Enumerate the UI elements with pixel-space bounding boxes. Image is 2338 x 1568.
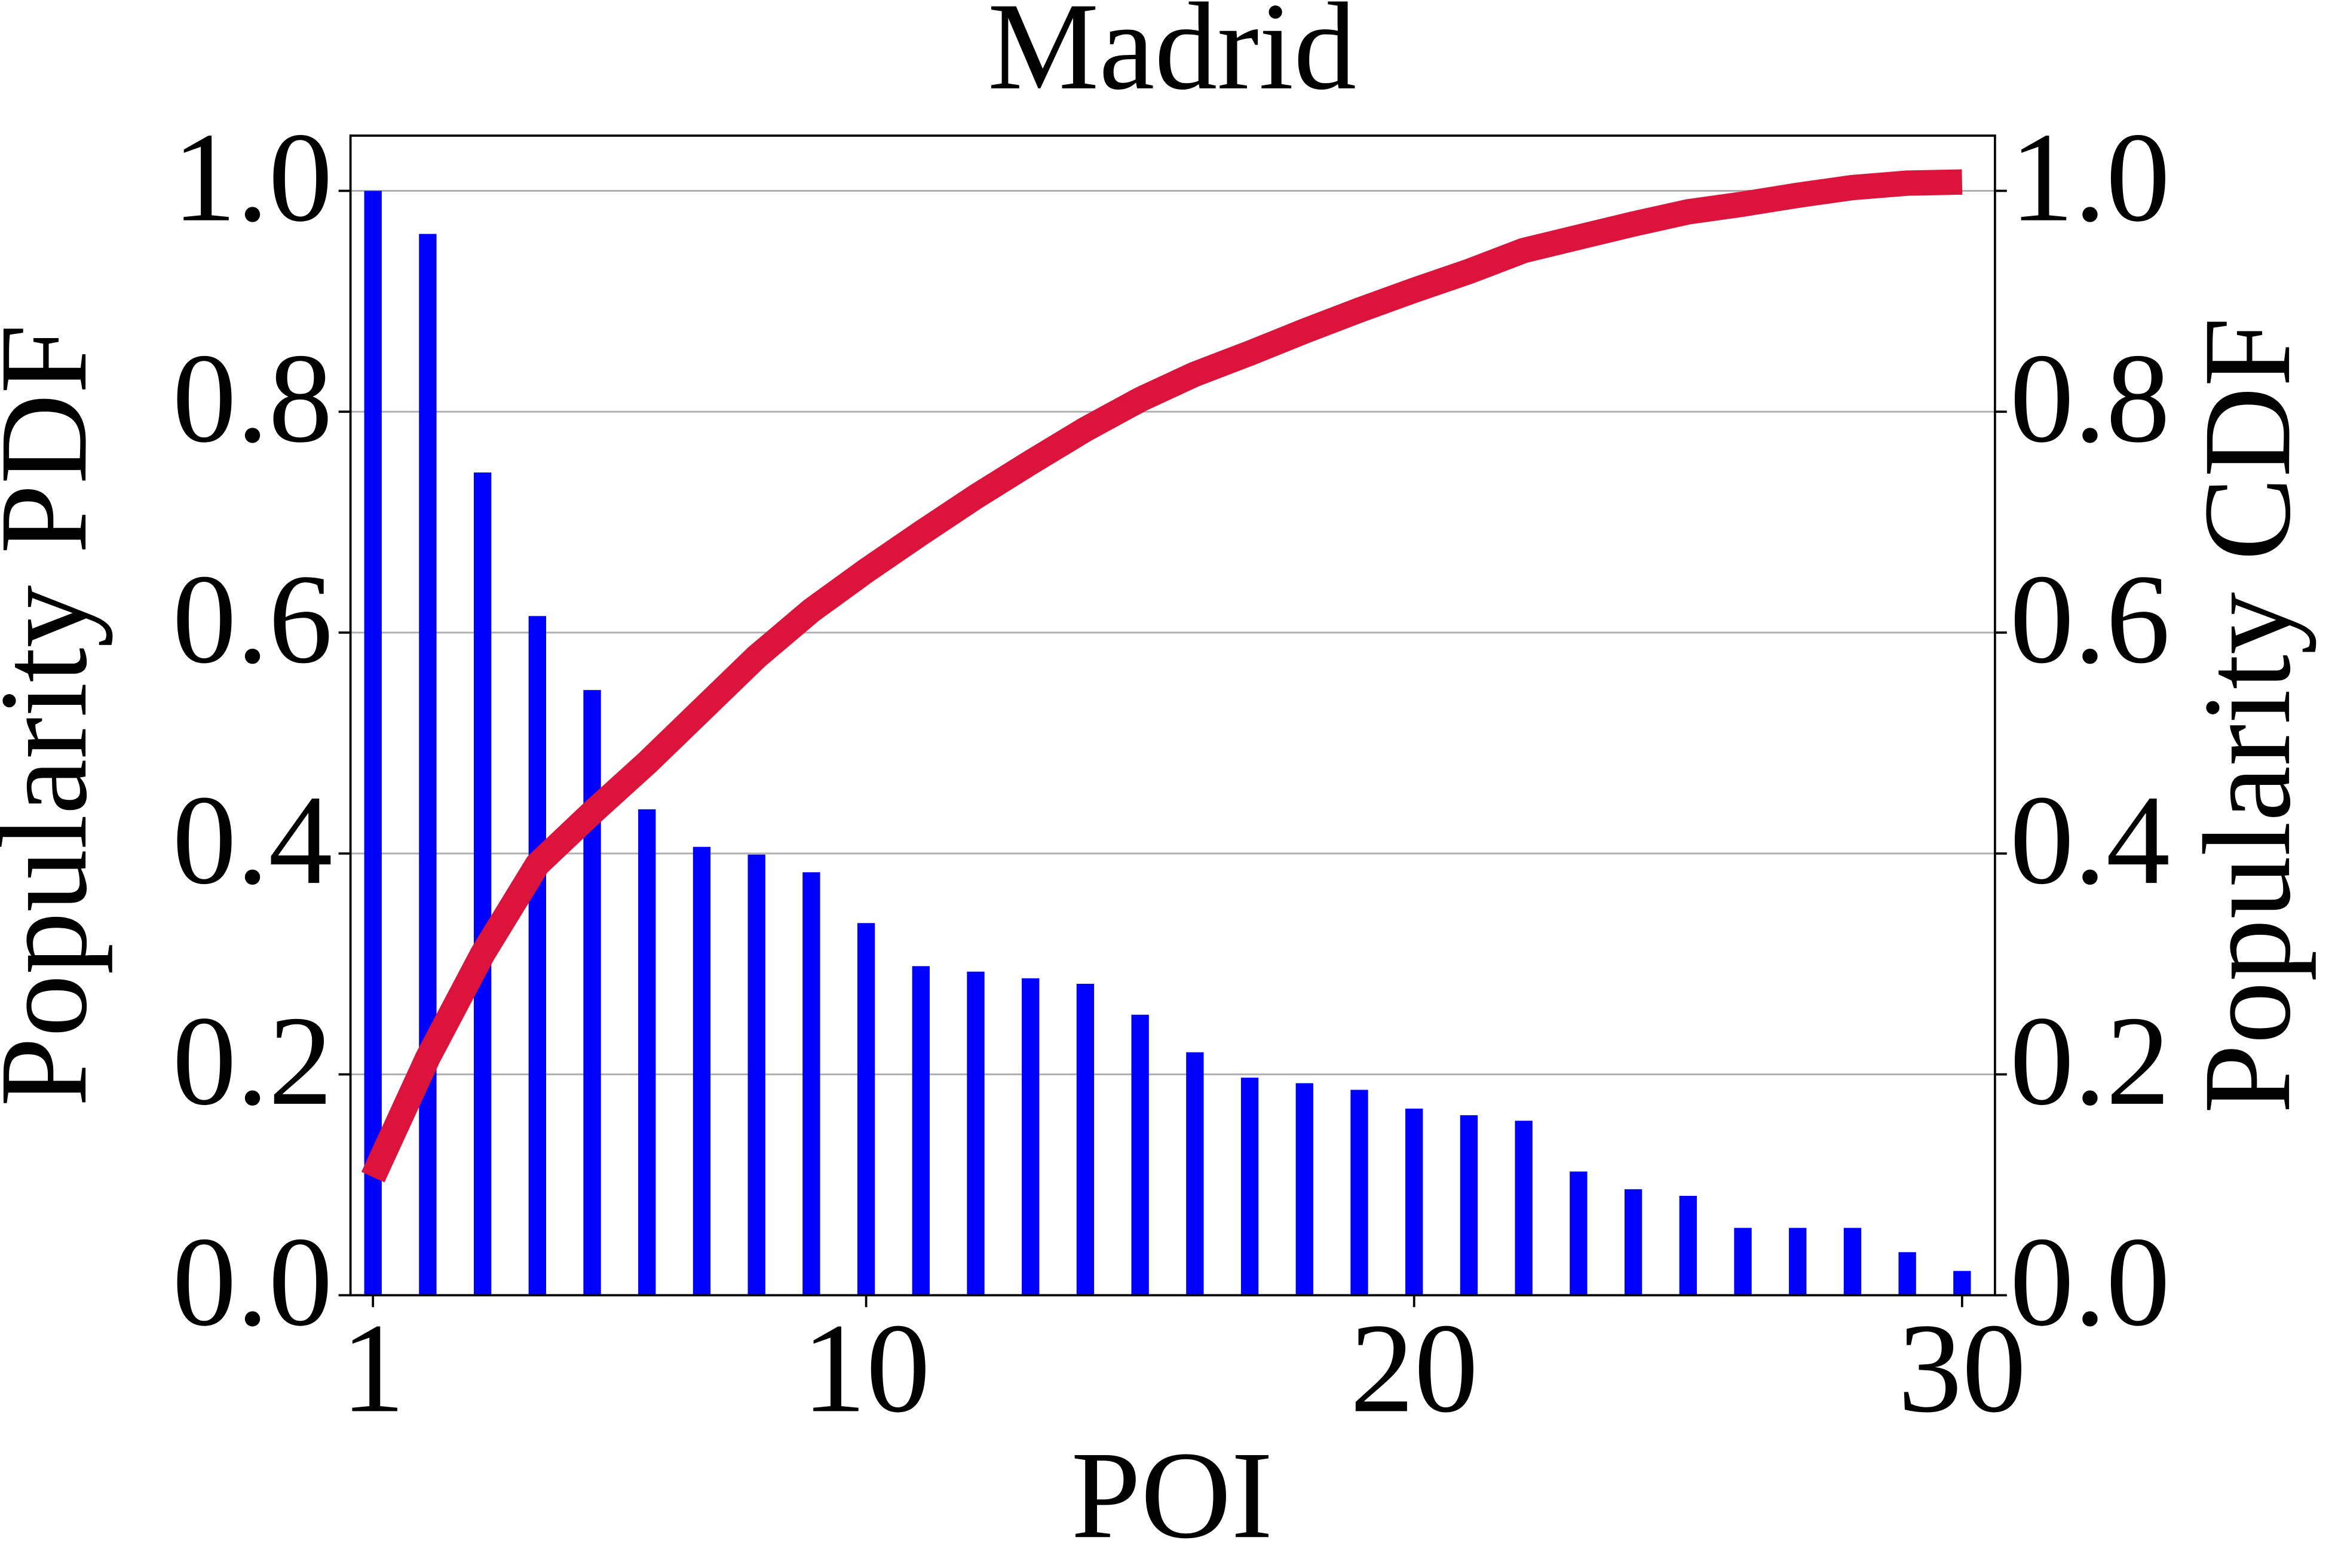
bar xyxy=(747,854,765,1296)
bar xyxy=(1898,1252,1916,1296)
y2-tick-label: 0.2 xyxy=(2010,990,2170,1132)
y-tick-label: 0.2 xyxy=(172,990,332,1132)
bar xyxy=(1789,1228,1807,1296)
bar xyxy=(692,846,711,1296)
y-tick-label: 0.4 xyxy=(172,769,332,911)
bar xyxy=(857,923,875,1296)
bar xyxy=(1405,1108,1423,1296)
bar xyxy=(1515,1121,1533,1296)
bar xyxy=(419,234,437,1296)
x-tick-label: 20 xyxy=(1350,1297,1478,1439)
bar xyxy=(1624,1189,1643,1296)
bar xyxy=(528,616,547,1296)
x-tick-label: 1 xyxy=(341,1297,405,1439)
bar xyxy=(1350,1090,1368,1296)
y2-tick-label: 1.0 xyxy=(2010,107,2170,248)
bar xyxy=(638,809,656,1296)
bar xyxy=(1570,1171,1588,1296)
bar xyxy=(1679,1195,1697,1296)
bar xyxy=(583,690,601,1296)
x-tick-label: 10 xyxy=(802,1297,930,1439)
bar xyxy=(1076,983,1095,1296)
plot-frame xyxy=(349,134,1996,1297)
bar xyxy=(473,472,492,1296)
y-tick-label: 0.0 xyxy=(172,1211,332,1353)
y-tick-label: 1.0 xyxy=(172,107,332,248)
bar xyxy=(967,971,985,1296)
y2-tick-label: 0.8 xyxy=(2010,328,2170,470)
bar xyxy=(1131,1014,1149,1296)
bar xyxy=(802,872,820,1296)
y2-tick-label: 0.4 xyxy=(2010,769,2170,911)
chart-title: Madrid xyxy=(988,0,1356,116)
x-axis-label: POI xyxy=(1071,1426,1273,1564)
bar xyxy=(1734,1228,1752,1296)
bar xyxy=(1460,1115,1478,1296)
y-axis-label: Popularity PDF xyxy=(0,324,113,1107)
bar xyxy=(364,191,382,1296)
y2-axis-label: Popularity CDF xyxy=(2178,317,2316,1113)
y2-tick-label: 0.0 xyxy=(2010,1211,2170,1353)
bar xyxy=(1295,1083,1313,1296)
x-tick-label: 30 xyxy=(1898,1297,2027,1439)
bar xyxy=(1186,1052,1204,1296)
bar xyxy=(1953,1271,1971,1296)
bar xyxy=(1022,978,1040,1296)
bar xyxy=(912,966,930,1296)
y-tick-label: 0.8 xyxy=(172,328,332,470)
bar xyxy=(1843,1228,1862,1296)
bar xyxy=(1240,1078,1259,1296)
cdf-line xyxy=(361,169,1963,1183)
y-tick-label: 0.6 xyxy=(172,548,332,690)
y2-tick-label: 0.6 xyxy=(2010,548,2170,690)
